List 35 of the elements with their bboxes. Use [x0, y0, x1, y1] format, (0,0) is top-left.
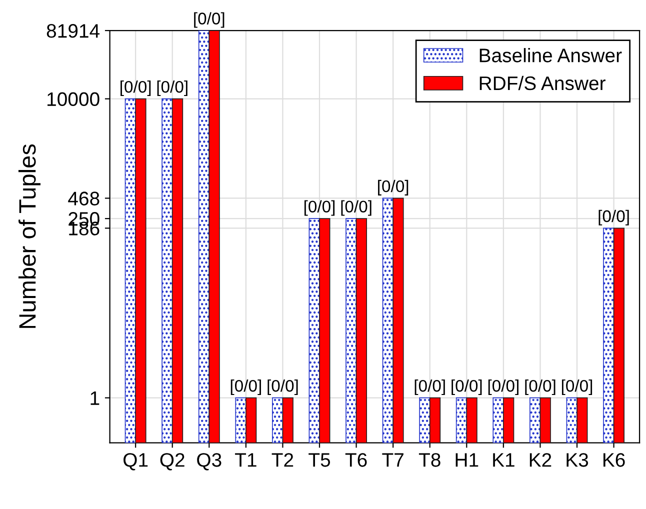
annotation: [0/0]: [452, 380, 482, 396]
x-tick-label: T5: [308, 453, 330, 467]
annotation: [0/0]: [598, 210, 629, 226]
x-tick-label: K6: [603, 453, 625, 467]
x-tick-label: H1: [456, 453, 478, 467]
legend-label: RDF/S Answer: [480, 76, 606, 90]
annotation: [0/0]: [562, 380, 592, 396]
x-tick-label: K3: [566, 453, 588, 467]
annotation: [0/0]: [414, 380, 445, 396]
x-tick-label: K2: [530, 453, 552, 467]
annotation: [0/0]: [120, 80, 151, 96]
y-tick-label: 10000: [48, 92, 100, 106]
y-tick-label: 1: [90, 391, 100, 405]
x-tick-label: T6: [345, 453, 367, 467]
y-axis-title: Number of Tuples: [18, 144, 40, 328]
annotation: [0/0]: [525, 380, 556, 396]
x-tick-label: T7: [382, 453, 404, 467]
annotation: [0/0]: [304, 200, 335, 216]
x-tick-label: Q2: [160, 453, 184, 470]
annotation: [0/0]: [268, 380, 298, 396]
annotation: [0/0]: [341, 200, 372, 216]
x-tick-label: T1: [235, 453, 256, 467]
annotation: [0/0]: [194, 12, 224, 28]
x-tick-label: Q1: [124, 453, 148, 470]
y-tick-label: 81914: [46, 24, 100, 38]
x-tick-label: Q3: [197, 453, 222, 470]
annotation: [0/0]: [488, 380, 518, 396]
x-tick-label: T8: [418, 453, 440, 467]
x-tick-label: T2: [272, 453, 294, 467]
annotation: [0/0]: [230, 380, 261, 396]
legend-label: Baseline Answer: [480, 48, 622, 62]
x-tick-label: K1: [493, 453, 514, 467]
annotation: [0/0]: [157, 80, 188, 96]
annotation: [0/0]: [378, 180, 408, 196]
y-tick-label: 468: [68, 192, 100, 206]
